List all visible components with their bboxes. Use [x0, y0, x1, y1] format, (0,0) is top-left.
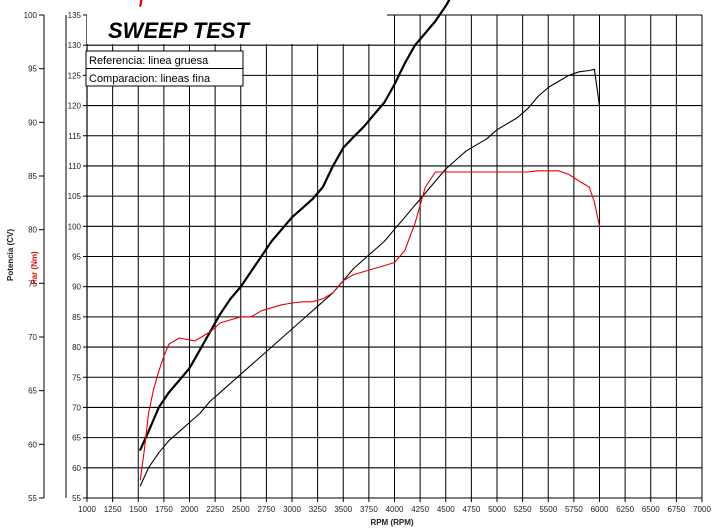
power-tick-label: 65	[28, 387, 37, 396]
plot-tick-label: 110	[68, 162, 81, 171]
grid	[86, 14, 703, 499]
x-tick-label: 5500	[539, 505, 557, 514]
legend-item-reference: Referencia: linea gruesa	[89, 55, 209, 67]
x-tick-label: 6250	[616, 505, 634, 514]
chart-title: SWEEP TEST	[108, 18, 251, 43]
x-axis: 1000 1250 1500 1750 2000 2250 2500 2750 3000 3250…	[78, 498, 711, 514]
x-axis-label: RPM (RPM)	[370, 518, 413, 527]
x-tick-label: 5250	[514, 505, 532, 514]
x-tick-label: 3000	[283, 505, 301, 514]
power-tick-label: 60	[28, 440, 37, 449]
x-tick-label: 3250	[309, 505, 327, 514]
series-lines	[139, 0, 601, 487]
plot-tick-label: 125	[68, 71, 82, 80]
x-tick-label: 6500	[642, 505, 660, 514]
y-axis-label-torque: Par (Nm)	[30, 251, 39, 285]
x-tick-label: 6000	[591, 505, 609, 514]
plot-tick-label: 70	[72, 403, 81, 412]
series-line-potencia-referencia	[139, 0, 451, 451]
x-tick-label: 1250	[104, 505, 122, 514]
x-tick-label: 5750	[565, 505, 583, 514]
x-tick-label: 3500	[334, 505, 352, 514]
x-tick-label: 5000	[488, 505, 506, 514]
power-tick-label: 90	[28, 118, 37, 127]
x-tick-label: 4000	[386, 505, 404, 514]
y-axis-label-power: Potencia (CV)	[6, 229, 15, 281]
power-tick-label: 100	[24, 11, 38, 20]
legend-item-comparison: Comparacion: lineas fina	[89, 73, 211, 85]
x-tick-label: 2000	[181, 505, 199, 514]
x-tick-label: 1750	[155, 505, 173, 514]
plot-tick-label: 60	[72, 464, 81, 473]
x-tick-label: 2500	[232, 505, 250, 514]
plot-tick-label: 90	[72, 283, 81, 292]
series-line-potencia-comparacion	[139, 68, 601, 487]
plot-tick-label: 105	[68, 192, 82, 201]
plot-tick-label: 85	[72, 313, 81, 322]
x-tick-label: 2250	[206, 505, 224, 514]
x-tick-label: 4250	[411, 505, 429, 514]
power-tick-label: 70	[28, 333, 37, 342]
series-line-par-comparacion	[139, 170, 601, 481]
power-tick-label: 85	[28, 172, 37, 181]
title-backdrop	[87, 8, 387, 44]
plot-tick-label: 120	[68, 102, 82, 111]
plot-tick-label: 115	[68, 132, 81, 141]
x-tick-label: 1500	[129, 505, 147, 514]
left-axes: 55 60 65 70 75 80 85 90 95 100 55 60 65 70 75 80 85 90 95 1…	[24, 11, 88, 503]
plot-tick-label: 55	[72, 494, 81, 503]
plot-tick-label: 80	[72, 343, 81, 352]
plot-tick-label: 135	[68, 11, 82, 20]
x-tick-label: 7000	[693, 505, 711, 514]
plot-tick-label: 130	[68, 41, 82, 50]
power-tick-label: 80	[28, 226, 37, 235]
x-tick-label: 3750	[360, 505, 378, 514]
x-tick-label: 1000	[78, 505, 96, 514]
power-tick-label: 95	[28, 65, 37, 74]
x-tick-label: 6750	[667, 505, 685, 514]
plot-tick-label: 95	[72, 253, 81, 262]
legend: Referencia: linea gruesa Comparacion: li…	[85, 50, 244, 87]
power-tick-label: 55	[28, 494, 37, 503]
power-tick-label: 75	[28, 279, 37, 288]
plot-tick-label: 100	[68, 222, 82, 231]
plot-tick-label: 75	[72, 373, 81, 382]
x-tick-label: 4750	[462, 505, 480, 514]
series-line-par-referencia	[139, 0, 143, 7]
x-tick-label: 4500	[437, 505, 455, 514]
x-tick-label: 2750	[257, 505, 275, 514]
plot-tick-label: 65	[72, 434, 81, 443]
